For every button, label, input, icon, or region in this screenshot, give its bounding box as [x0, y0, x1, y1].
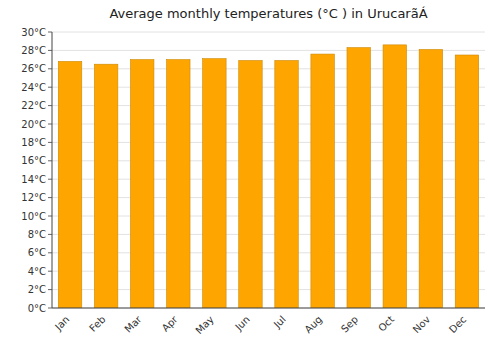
x-tick-label: Oct	[376, 314, 396, 334]
x-tick-label: Dec	[447, 314, 468, 335]
y-tick-label: 14°C	[21, 174, 46, 185]
y-axis: 0°C 2°C 4°C 6°C 8°C 10°C 12°C 14°C 16°C 18°C 20°C 2…	[21, 27, 52, 314]
bar	[94, 64, 117, 308]
y-tick-label: 4°C	[28, 266, 46, 277]
y-tick	[48, 234, 52, 235]
x-tick-label: May	[193, 314, 215, 336]
bar	[167, 60, 190, 308]
x-tick-label: Mar	[122, 313, 144, 335]
y-tick-label: 12°C	[21, 192, 46, 203]
bar	[383, 45, 406, 308]
y-tick-label: 0°C	[28, 303, 46, 314]
y-tick	[48, 197, 52, 198]
y-tick-label: 8°C	[28, 229, 46, 240]
x-tick-label: Jul	[271, 314, 288, 331]
y-tick	[48, 252, 52, 253]
grid-line	[52, 308, 485, 309]
y-axis-line	[52, 32, 53, 308]
y-tick-label: 24°C	[21, 82, 46, 93]
x-tick-label: Sep	[339, 314, 360, 335]
bar	[419, 49, 442, 308]
bar	[275, 61, 298, 308]
y-tick-label: 18°C	[21, 137, 46, 148]
y-tick	[48, 160, 52, 161]
x-tick-label: Feb	[87, 314, 107, 334]
x-tick-label: Apr	[160, 313, 181, 334]
y-tick-label: 30°C	[21, 27, 46, 38]
y-tick-label: 6°C	[28, 247, 46, 258]
grid	[52, 32, 485, 308]
y-tick-label: 10°C	[21, 211, 46, 222]
x-axis-line	[52, 308, 485, 309]
bar	[58, 61, 81, 308]
y-tick	[48, 271, 52, 272]
y-tick	[48, 308, 52, 309]
y-tick	[48, 142, 52, 143]
bar	[347, 48, 370, 308]
y-tick-label: 22°C	[21, 100, 46, 111]
x-tick-label: Jun	[232, 314, 252, 334]
y-tick	[48, 87, 52, 88]
bar	[203, 59, 226, 308]
y-tick	[48, 289, 52, 290]
chart-container: Average monthly temperatures (°C ) in Ur…	[0, 0, 500, 350]
y-tick	[48, 50, 52, 51]
y-tick-label: 28°C	[21, 45, 46, 56]
x-axis: Jan Feb Mar Apr May Jun Jul Aug Sep Oct Nov Dec	[52, 313, 468, 336]
y-tick-label: 16°C	[21, 155, 46, 166]
bars	[58, 45, 478, 308]
chart: Average monthly temperatures (°C ) in Ur…	[0, 0, 500, 350]
title: Average monthly temperatures (°C ) in Ur…	[109, 6, 427, 21]
y-tick-label: 2°C	[28, 284, 46, 295]
y-tick-label: 20°C	[21, 119, 46, 130]
y-tick	[48, 68, 52, 69]
x-tick-label: Nov	[411, 314, 433, 336]
y-tick	[48, 216, 52, 217]
bar	[311, 54, 334, 308]
bar	[455, 55, 478, 308]
bar	[239, 61, 262, 308]
x-tick-label: Aug	[302, 314, 324, 336]
y-tick	[48, 32, 52, 33]
y-tick	[48, 179, 52, 180]
y-tick-label: 26°C	[21, 63, 46, 74]
x-tick-label: Jan	[52, 314, 71, 333]
y-tick	[48, 124, 52, 125]
bar	[130, 60, 153, 308]
y-tick	[48, 105, 52, 106]
grid-line	[52, 32, 485, 33]
